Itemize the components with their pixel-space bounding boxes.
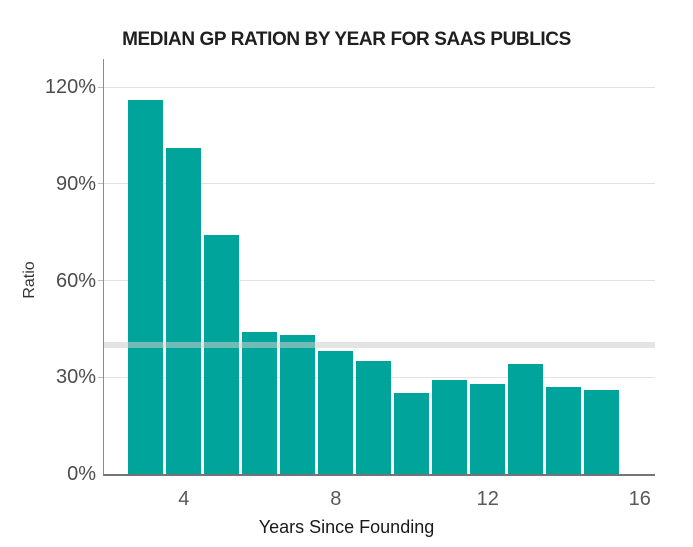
y-axis-tick-30	[98, 376, 103, 378]
x-axis-title: Years Since Founding	[258, 517, 435, 537]
y-axis-tick-60	[98, 280, 103, 282]
bar-year-9	[356, 361, 392, 474]
y-axis-tick-90	[98, 183, 103, 185]
bar-year-5	[204, 235, 240, 474]
bar-year-13	[508, 364, 544, 474]
bar-year-4	[166, 148, 202, 474]
bar-year-3	[128, 99, 164, 474]
gridline-60	[104, 280, 655, 282]
bar-year-8	[318, 351, 354, 474]
y-axis-tick-120	[98, 86, 103, 88]
chart-title: MEDIAN GP RATION BY YEAR FOR SAAS PUBLIC…	[122, 29, 571, 50]
bar-year-14	[546, 386, 582, 474]
gridline-90	[104, 183, 655, 185]
x-tick-label-12: 12	[476, 488, 499, 510]
bar-year-6	[242, 332, 278, 474]
bar-year-7	[280, 335, 316, 474]
reference-line	[104, 342, 655, 349]
plot-area: 0% 30% 60% 90% 120% 4 8 12 16	[45, 59, 655, 510]
bar-year-15	[584, 390, 620, 474]
x-tick-label-4: 4	[178, 488, 190, 510]
gridline-120	[104, 86, 655, 88]
y-tick-label-0: 0%	[67, 463, 96, 485]
y-tick-label-120: 120%	[44, 76, 96, 99]
x-tick-label-16: 16	[628, 488, 651, 510]
bar-year-12	[470, 383, 506, 474]
bar-year-11	[432, 380, 468, 474]
bar-year-10	[394, 393, 430, 474]
y-tick-label-90: 90%	[55, 172, 96, 195]
y-tick-label-60: 60%	[55, 269, 96, 292]
x-tick-label-8: 8	[330, 488, 342, 510]
y-tick-label-30: 30%	[55, 366, 96, 389]
